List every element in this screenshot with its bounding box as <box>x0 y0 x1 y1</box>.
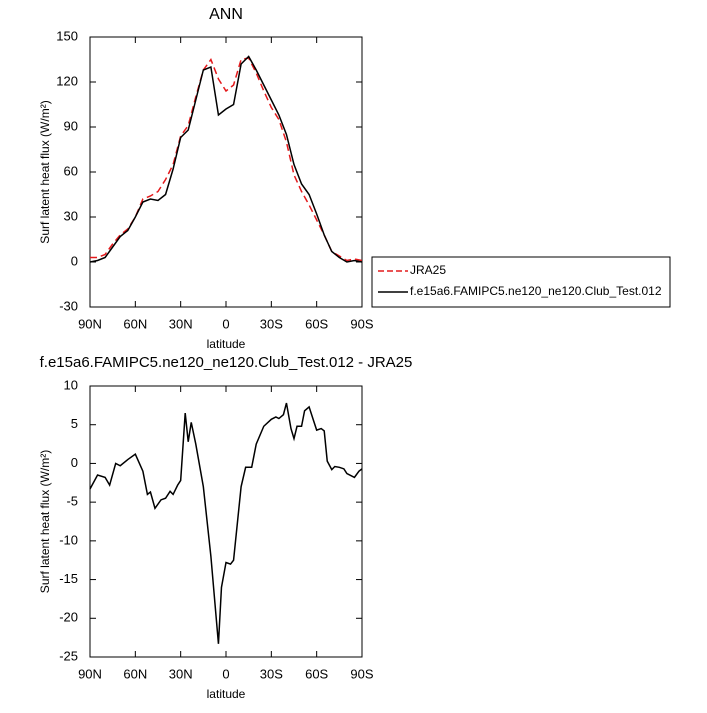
x-tick-label: 0 <box>222 666 229 681</box>
x-tick-label: 60S <box>305 316 328 331</box>
y-tick-label: 0 <box>71 253 78 268</box>
x-axis-label: latitude <box>207 687 246 701</box>
x-tick-label: 90N <box>78 316 102 331</box>
x-tick-label: 30N <box>169 666 193 681</box>
y-tick-label: 60 <box>64 163 78 178</box>
y-tick-label: -5 <box>66 494 78 509</box>
plot-frame <box>89 36 363 308</box>
y-tick-label: -10 <box>59 532 78 547</box>
y-tick-label: 10 <box>64 377 78 392</box>
legend-label: JRA25 <box>410 263 446 277</box>
x-tick-label: 0 <box>222 316 229 331</box>
x-tick-label: 90S <box>350 316 373 331</box>
y-tick-label: -30 <box>59 298 78 313</box>
y-tick-label: 0 <box>71 455 78 470</box>
data-line <box>89 55 363 263</box>
y-tick-label: 5 <box>71 416 78 431</box>
chart-title: f.e15a6.FAMIPC5.ne120_ne120.Club_Test.01… <box>40 354 413 371</box>
x-tick-label: 60N <box>123 316 147 331</box>
data-line <box>89 402 363 644</box>
y-axis-label: Surf latent heat flux (W/m²) <box>38 100 52 243</box>
x-axis-label: latitude <box>207 337 246 351</box>
y-tick-label: 150 <box>56 28 78 43</box>
y-tick-label: 90 <box>64 118 78 133</box>
plot-frame <box>89 385 363 658</box>
x-tick-label: 60N <box>123 666 147 681</box>
x-tick-label: 30S <box>260 316 283 331</box>
x-tick-label: 90N <box>78 666 102 681</box>
y-tick-label: 120 <box>56 73 78 88</box>
chart-title: ANN <box>209 6 243 23</box>
x-tick-label: 30N <box>169 316 193 331</box>
y-tick-label: -25 <box>59 648 78 663</box>
data-line <box>90 57 363 262</box>
legend-label: f.e15a6.FAMIPC5.ne120_ne120.Club_Test.01… <box>410 284 662 298</box>
y-tick-label: -15 <box>59 571 78 586</box>
y-tick-label: -20 <box>59 610 78 625</box>
x-tick-label: 60S <box>305 666 328 681</box>
x-tick-label: 90S <box>350 666 373 681</box>
y-axis-label: Surf latent heat flux (W/m²) <box>38 450 52 593</box>
x-tick-label: 30S <box>260 666 283 681</box>
legend-box <box>371 256 671 308</box>
y-tick-label: 30 <box>64 208 78 223</box>
